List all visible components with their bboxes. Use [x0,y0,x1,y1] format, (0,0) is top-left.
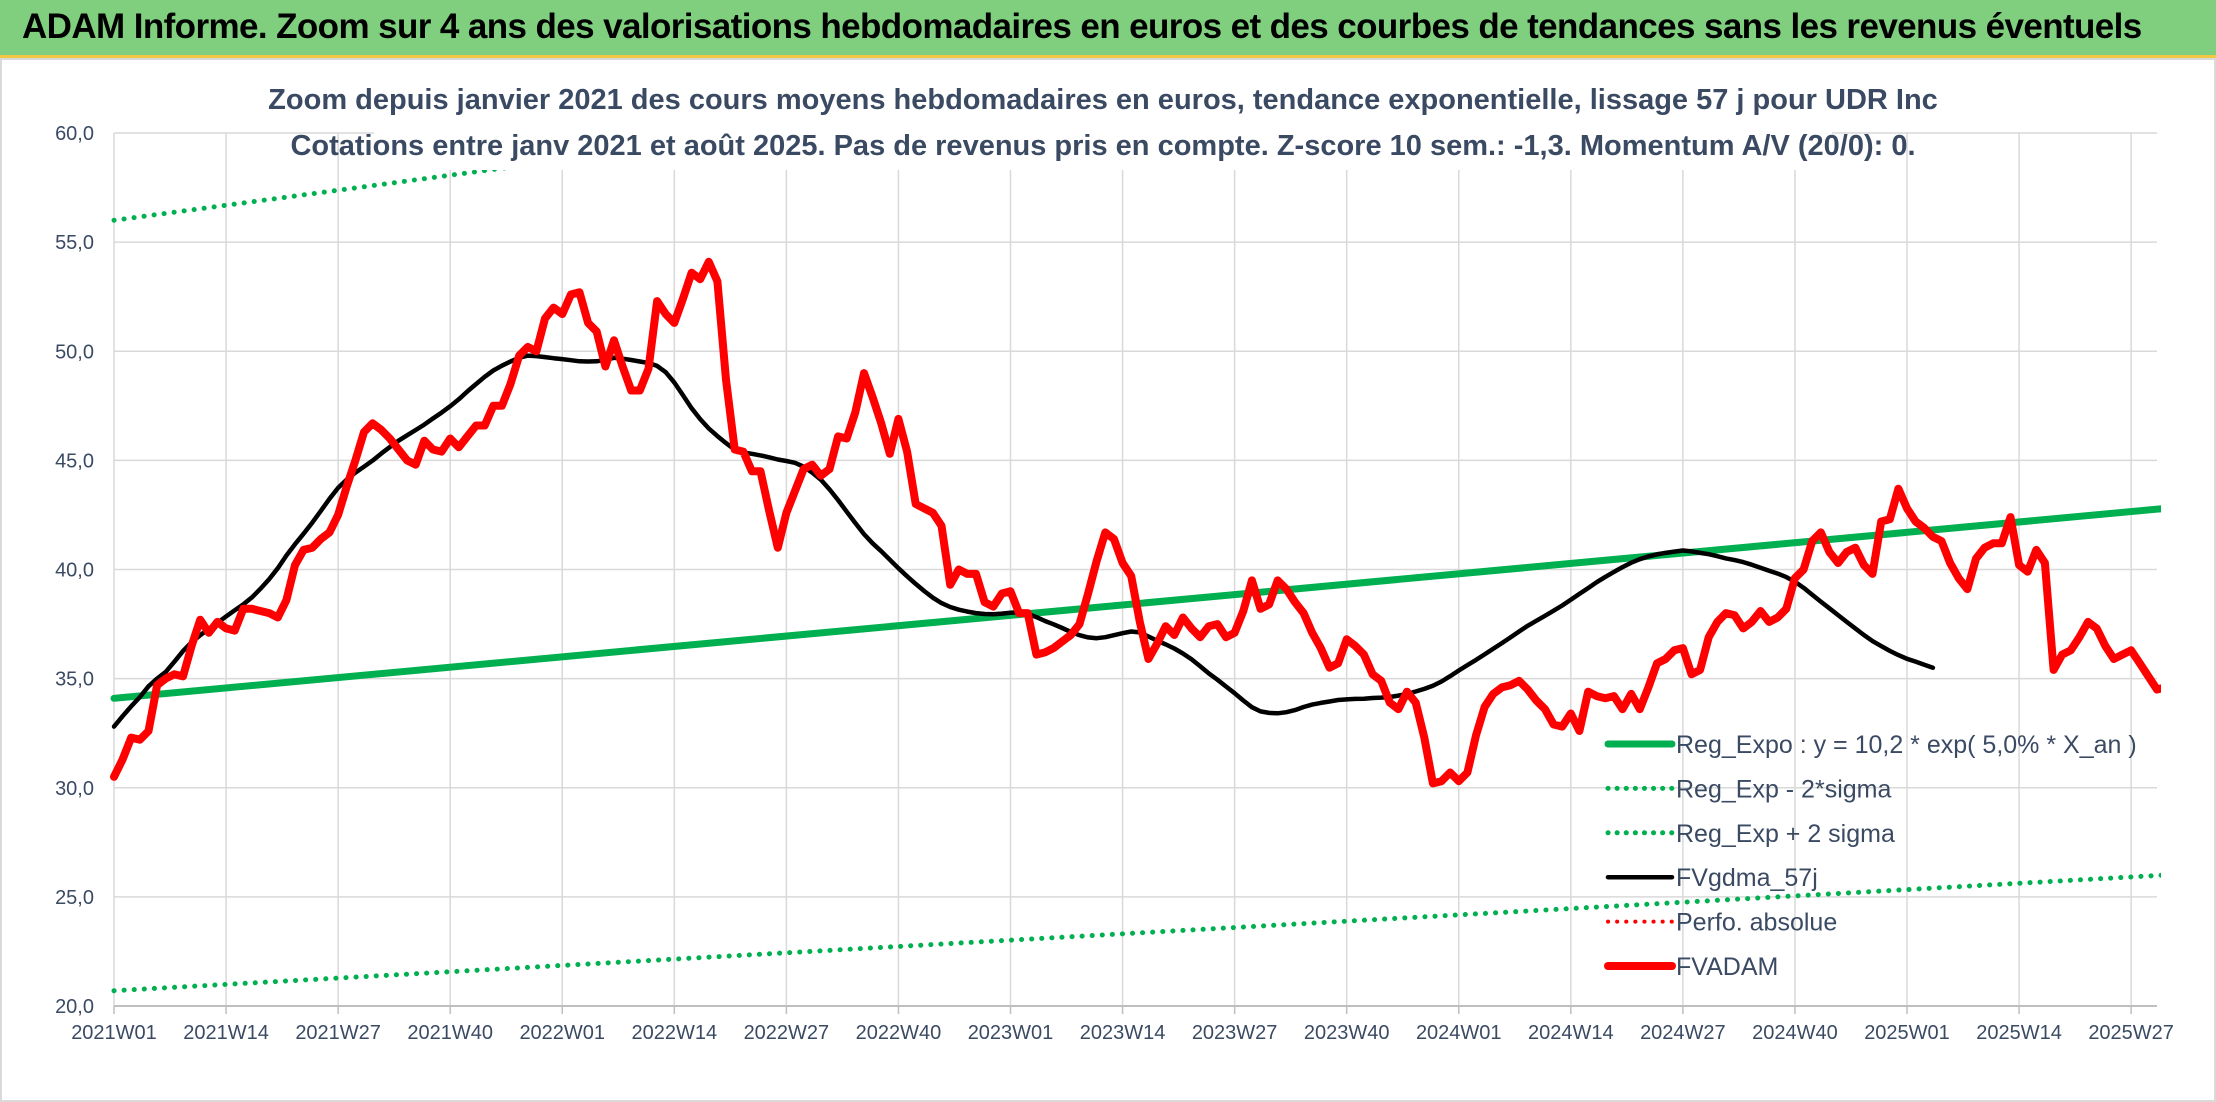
y-tick-label: 35,0 [55,669,94,691]
x-tick-label: 2023W01 [968,1022,1054,1044]
x-tick-label: 2024W01 [1416,1022,1502,1044]
legend-item-reg-exp-plus-2sigma: Reg_Exp + 2 sigma [1605,820,1895,848]
fvadam-line [110,257,2161,788]
y-tick-label: 30,0 [55,778,94,800]
x-tick-label: 2021W14 [183,1022,269,1044]
legend-item-reg-exp-minus-2sigma: Reg_Exp - 2*sigma [1605,775,1891,803]
header-banner: ADAM Informe. Zoom sur 4 ans des valoris… [0,0,2216,58]
x-tick-label: 2022W40 [856,1022,942,1044]
page-title: ADAM Informe. Zoom sur 4 ans des valoris… [22,7,2142,46]
x-tick-label: 2023W27 [1192,1022,1278,1044]
x-tick-label: 2024W14 [1528,1022,1614,1044]
x-tick-label: 2022W14 [632,1022,718,1044]
x-tick-label: 2025W14 [1976,1022,2062,1044]
chart-canvas: 20,0 25,0 30,0 35,0 40,0 45,0 50,0 55,0 60,0 2021… [55,62,2174,1044]
x-tick-label: 2024W27 [1640,1022,1726,1044]
y-tick-label: 20,0 [55,996,94,1018]
legend-item-reg-expo: Reg_Expo : y = 10,2 * exp( 5,0% * X_an ) [1604,731,2137,759]
x-tick-label: 2021W01 [71,1022,157,1044]
reg-exp-plus-2sigma-line [111,129,814,223]
y-tick-label: 40,0 [55,560,94,582]
legend-label: FVgdma_57j [1676,864,1818,892]
series-layer [110,129,2161,994]
y-tick-label: 25,0 [55,887,94,909]
x-tick-label: 2023W14 [1080,1022,1166,1044]
x-tick-label: 2025W27 [2088,1022,2174,1044]
legend-label: Reg_Expo : y = 10,2 * exp( 5,0% * X_an ) [1676,731,2137,759]
x-tick-label: 2023W40 [1304,1022,1390,1044]
x-tick-label: 2022W27 [744,1022,830,1044]
y-tick-label: 45,0 [55,450,94,472]
legend-item-fvgdma-57j: FVgdma_57j [1605,864,1818,892]
x-tick-label: 2021W27 [295,1022,381,1044]
legend-label: Perfo. absolue [1676,909,1837,937]
y-tick-label: 50,0 [55,341,94,363]
chart-subtitle: Cotations entre janv 2021 et août 2025. … [290,130,1915,162]
legend-label: FVADAM [1676,953,1778,981]
legend: Reg_Expo : y = 10,2 * exp( 5,0% * X_an )… [1604,731,2137,981]
x-tick-label: 2022W01 [519,1022,605,1044]
x-tick-label: 2021W40 [407,1022,493,1044]
legend-item-perfo-absolue: Perfo. absolue [1606,909,1837,937]
x-tick-label: 2025W01 [1864,1022,1950,1044]
chart-frame: 20,0 25,0 30,0 35,0 40,0 45,0 50,0 55,0 60,0 2021… [0,58,2216,1102]
y-tick-label: 60,0 [55,123,94,145]
legend-item-fvadam: FVADAM [1604,953,1778,981]
axes: 20,0 25,0 30,0 35,0 40,0 45,0 50,0 55,0 60,0 2021… [55,123,2174,1044]
x-tick-label: 2024W40 [1752,1022,1838,1044]
y-tick-label: 55,0 [55,232,94,254]
chart-title: Zoom depuis janvier 2021 des cours moyen… [268,84,1938,116]
chart-title-background [374,62,1832,170]
legend-label: Reg_Exp + 2 sigma [1676,820,1895,848]
gridlines [113,132,2157,1006]
reg-exp-minus-2sigma-line [111,872,2161,994]
legend-label: Reg_Exp - 2*sigma [1676,775,1891,803]
